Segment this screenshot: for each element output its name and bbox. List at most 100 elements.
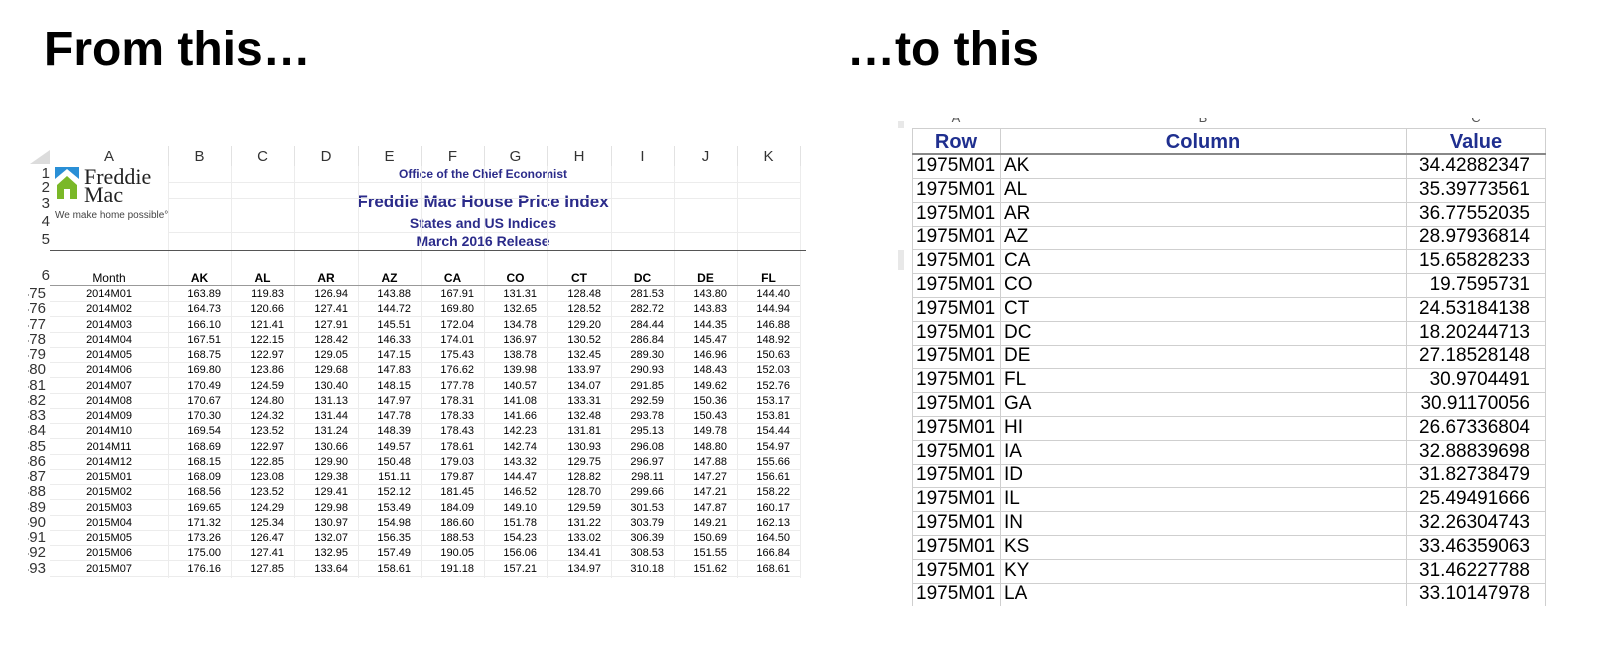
cell-value[interactable]: 169.65 <box>187 501 221 514</box>
cell-value[interactable]: 131.81 <box>567 425 601 438</box>
cell-value[interactable]: 124.59 <box>250 379 284 392</box>
cell-value[interactable]: 291.85 <box>630 379 664 392</box>
cell-value[interactable]: 169.80 <box>187 364 221 377</box>
cell-row[interactable]: 1975M01 <box>916 202 996 224</box>
cell-row[interactable]: 1975M01 <box>916 274 996 295</box>
cell-row[interactable]: 1975M01 <box>916 583 996 605</box>
cell-value[interactable]: 36.77552035 <box>1419 202 1530 224</box>
cell-value[interactable]: 162.13 <box>756 516 790 529</box>
cell-value[interactable]: 175.00 <box>187 547 221 560</box>
cell-value[interactable]: 15.65828233 <box>1419 250 1530 272</box>
row-number[interactable]: 481 <box>28 377 46 394</box>
cell-value[interactable]: 149.21 <box>693 516 727 529</box>
cell-row[interactable]: 1975M01 <box>916 464 996 486</box>
cell-month[interactable]: 2015M07 <box>86 562 132 575</box>
cell-value[interactable]: 150.48 <box>377 455 411 468</box>
cell-value[interactable]: 131.22 <box>567 516 601 529</box>
cell-value[interactable]: 122.85 <box>250 455 284 468</box>
cell-value[interactable]: 149.78 <box>693 425 727 438</box>
column-header-k[interactable]: K <box>737 146 801 166</box>
cell-value[interactable]: 130.66 <box>314 440 348 453</box>
cell-value[interactable]: 134.97 <box>567 562 601 575</box>
cell-value[interactable]: 163.89 <box>187 288 221 300</box>
cell-value[interactable]: 139.98 <box>503 364 537 377</box>
cell-value[interactable]: 123.86 <box>250 364 284 377</box>
cell-value[interactable]: 178.43 <box>440 425 474 438</box>
row-number[interactable]: 483 <box>28 408 46 424</box>
cell-value[interactable]: 32.26304743 <box>1419 512 1530 533</box>
cell-month[interactable]: 2014M01 <box>86 288 132 300</box>
column-header-j[interactable]: J <box>674 146 738 166</box>
cell-month[interactable]: 2014M04 <box>86 333 132 346</box>
cell-value[interactable]: 123.52 <box>250 425 284 438</box>
cell-value[interactable]: 299.66 <box>630 486 664 499</box>
cell-row[interactable]: 1975M01 <box>916 345 996 367</box>
row-number[interactable]: 493 <box>28 560 46 577</box>
cell-value[interactable]: 144.47 <box>503 471 537 483</box>
cell-value[interactable]: 147.88 <box>693 455 727 468</box>
cell-value[interactable]: 176.16 <box>187 562 221 575</box>
cell-value[interactable]: 140.57 <box>503 379 537 392</box>
cell-column[interactable]: DE <box>1004 345 1031 367</box>
column-header-h[interactable]: H <box>547 146 612 166</box>
row-number[interactable]: 478 <box>28 331 46 348</box>
row-number[interactable]: 487 <box>28 469 46 485</box>
cell-value[interactable]: 282.72 <box>630 303 664 316</box>
cell-value[interactable]: 129.41 <box>314 486 348 499</box>
cell-value[interactable]: 171.32 <box>187 516 221 529</box>
row-number[interactable]: 480 <box>28 362 46 379</box>
cell-column[interactable]: IL <box>1004 488 1020 510</box>
cell-value[interactable]: 150.43 <box>693 410 727 422</box>
cell-value[interactable]: 131.31 <box>503 288 537 300</box>
cell-row[interactable]: 1975M01 <box>916 512 996 533</box>
row-number[interactable]: 482 <box>28 392 46 409</box>
cell-value[interactable]: 295.13 <box>630 425 664 438</box>
cell-value[interactable]: 148.39 <box>377 425 411 438</box>
cell-value[interactable]: 169.80 <box>440 303 474 316</box>
cell-value[interactable]: 170.49 <box>187 379 221 392</box>
cell-value[interactable]: 143.88 <box>377 288 411 300</box>
cell-value[interactable]: 147.87 <box>693 501 727 514</box>
cell-value[interactable]: 191.18 <box>440 562 474 575</box>
cell-value[interactable]: 124.80 <box>250 394 284 407</box>
cell-value[interactable]: 151.55 <box>693 547 727 560</box>
cell-column[interactable]: DC <box>1004 321 1032 343</box>
row-number[interactable]: 484 <box>28 423 46 440</box>
cell-month[interactable]: 2014M12 <box>86 455 132 468</box>
column-header-f[interactable]: F <box>421 146 485 166</box>
cell-value[interactable]: 132.07 <box>314 532 348 544</box>
cell-value[interactable]: 170.67 <box>187 394 221 407</box>
cell-value[interactable]: 147.27 <box>693 471 727 483</box>
cell-value[interactable]: 145.47 <box>693 333 727 346</box>
cell-value[interactable]: 147.83 <box>377 364 411 377</box>
cell-value[interactable]: 123.08 <box>250 471 284 483</box>
cell-value[interactable]: 166.84 <box>756 547 790 560</box>
cell-value[interactable]: 32.88839698 <box>1419 440 1530 462</box>
cell-month[interactable]: 2015M06 <box>86 547 132 560</box>
select-all-corner[interactable] <box>30 150 50 164</box>
cell-value[interactable]: 127.85 <box>250 562 284 575</box>
cell-value[interactable]: 168.56 <box>187 486 221 499</box>
row-number[interactable]: 4 <box>41 213 50 230</box>
cell-value[interactable]: 156.61 <box>756 471 790 483</box>
cell-value[interactable]: 129.05 <box>314 349 348 361</box>
cell-value[interactable]: 141.08 <box>503 394 537 407</box>
cell-value[interactable]: 157.21 <box>503 562 537 575</box>
cell-value[interactable]: 30.9704491 <box>1429 369 1530 391</box>
cell-value[interactable]: 190.05 <box>440 547 474 560</box>
cell-value[interactable]: 151.62 <box>693 562 727 575</box>
row-number[interactable]: 490 <box>28 514 46 531</box>
cell-row[interactable]: 1975M01 <box>916 488 996 510</box>
cell-month[interactable]: 2014M07 <box>86 379 132 392</box>
cell-value[interactable]: 168.75 <box>187 349 221 361</box>
cell-value[interactable]: 25.49491666 <box>1419 488 1530 510</box>
row-number[interactable]: 1 <box>41 165 50 182</box>
cell-value[interactable]: 158.22 <box>756 486 790 499</box>
cell-value[interactable]: 28.97936814 <box>1419 226 1530 248</box>
cell-value[interactable]: 170.30 <box>187 410 221 422</box>
cell-month[interactable]: 2014M10 <box>86 425 132 438</box>
cell-month[interactable]: 2015M01 <box>86 471 132 483</box>
cell-value[interactable]: 147.21 <box>693 486 727 499</box>
cell-month[interactable]: 2014M02 <box>86 303 132 316</box>
cell-value[interactable]: 144.35 <box>693 318 727 331</box>
